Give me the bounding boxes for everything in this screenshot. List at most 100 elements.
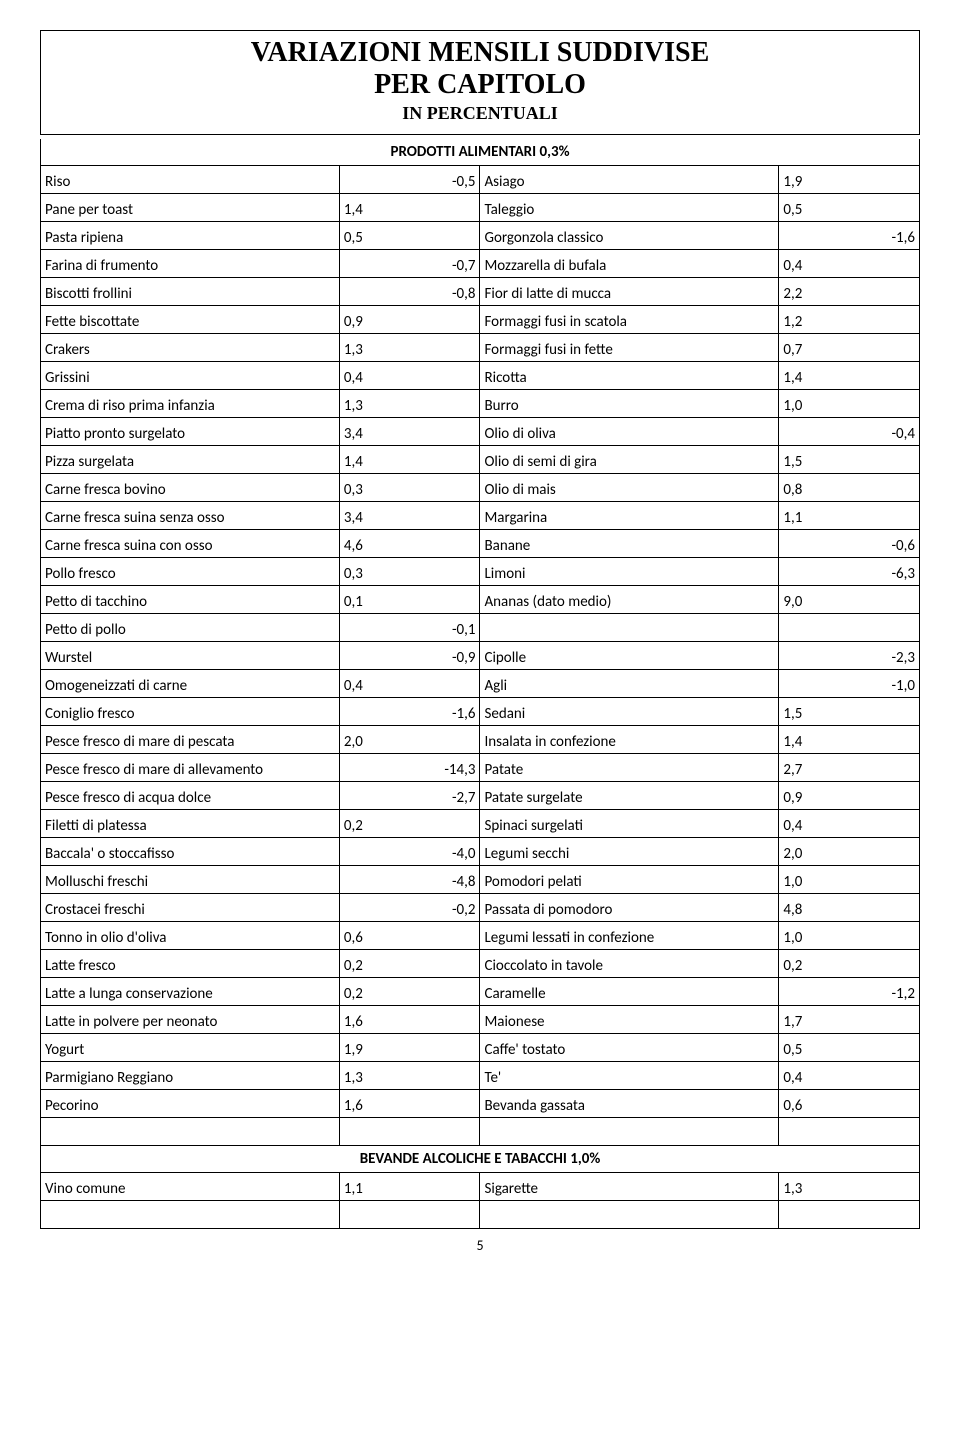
item-neg-left: -4,8 <box>410 866 480 894</box>
item-name-left: Pesce fresco di mare di allevamento <box>41 754 340 782</box>
item-pos-right: 0,5 <box>779 194 849 222</box>
item-neg-right <box>849 586 919 614</box>
spacer-table <box>40 1118 920 1146</box>
item-pos-right <box>779 614 849 642</box>
item-pos-right: 1,0 <box>779 866 849 894</box>
table-row: Pasta ripiena0,5Gorgonzola classico-1,6 <box>41 222 920 250</box>
item-neg-left: -2,7 <box>410 782 480 810</box>
item-neg-left: -0,9 <box>410 642 480 670</box>
item-pos-left: 3,4 <box>339 502 409 530</box>
item-name-left: Piatto pronto surgelato <box>41 418 340 446</box>
item-name-left: Pecorino <box>41 1090 340 1118</box>
item-name-left: Petto di pollo <box>41 614 340 642</box>
table-row: Crakers1,3Formaggi fusi in fette0,7 <box>41 334 920 362</box>
table-row: Filetti di platessa0,2Spinaci surgelati0… <box>41 810 920 838</box>
item-pos-left: 2,0 <box>339 726 409 754</box>
item-name-right: Formaggi fusi in scatola <box>480 306 779 334</box>
item-neg-left <box>410 950 480 978</box>
item-pos-left: 0,1 <box>339 586 409 614</box>
item-name-left: Carne fresca suina senza osso <box>41 502 340 530</box>
item-name-left: Coniglio fresco <box>41 698 340 726</box>
item-pos-right: 9,0 <box>779 586 849 614</box>
item-name-right: Sigarette <box>480 1173 779 1201</box>
item-name-left: Wurstel <box>41 642 340 670</box>
item-pos-left: 0,9 <box>339 306 409 334</box>
table-row: Fette biscottate0,9Formaggi fusi in scat… <box>41 306 920 334</box>
item-neg-left <box>410 390 480 418</box>
table-row: Riso-0,5Asiago1,9 <box>41 166 920 194</box>
table-row: Pizza surgelata1,4Olio di semi di gira1,… <box>41 446 920 474</box>
item-pos-right <box>779 530 849 558</box>
page-number: 5 <box>40 1237 920 1254</box>
item-pos-right: 0,8 <box>779 474 849 502</box>
item-neg-right <box>849 950 919 978</box>
item-neg-right <box>849 390 919 418</box>
item-neg-right <box>849 698 919 726</box>
item-name-right: Gorgonzola classico <box>480 222 779 250</box>
item-neg-right <box>849 362 919 390</box>
item-pos-left: 0,6 <box>339 922 409 950</box>
item-neg-right <box>849 838 919 866</box>
table-row: Carne fresca suina con osso4,6Banane-0,6 <box>41 530 920 558</box>
item-pos-left <box>339 754 409 782</box>
item-pos-right: 1,4 <box>779 362 849 390</box>
item-name-left: Crema di riso prima infanzia <box>41 390 340 418</box>
item-pos-right: 0,6 <box>779 1090 849 1118</box>
item-name-right: Passata di pomodoro <box>480 894 779 922</box>
item-pos-right: 2,7 <box>779 754 849 782</box>
item-neg-right: -6,3 <box>849 558 919 586</box>
item-neg-right <box>849 1034 919 1062</box>
item-name-left: Grissini <box>41 362 340 390</box>
item-name-left: Pane per toast <box>41 194 340 222</box>
item-neg-right <box>849 726 919 754</box>
item-neg-right <box>849 502 919 530</box>
item-name-right: Patate <box>480 754 779 782</box>
item-name-left: Crakers <box>41 334 340 362</box>
title-line2: PER CAPITOLO <box>51 69 909 101</box>
table-row: Crostacei freschi-0,2Passata di pomodoro… <box>41 894 920 922</box>
item-neg-right <box>849 866 919 894</box>
item-name-right: Cipolle <box>480 642 779 670</box>
item-pos-left: 0,4 <box>339 362 409 390</box>
item-pos-left <box>339 614 409 642</box>
item-neg-right <box>849 1173 919 1201</box>
item-pos-left: 0,2 <box>339 950 409 978</box>
item-pos-right: 1,0 <box>779 390 849 418</box>
table-row: Baccala' o stoccafisso-4,0Legumi secchi2… <box>41 838 920 866</box>
item-pos-left: 0,2 <box>339 810 409 838</box>
item-name-left: Riso <box>41 166 340 194</box>
item-pos-right <box>779 558 849 586</box>
item-name-left: Carne fresca suina con osso <box>41 530 340 558</box>
item-pos-left <box>339 166 409 194</box>
item-neg-left <box>410 586 480 614</box>
section2-header: BEVANDE ALCOLICHE E TABACCHI 1,0% <box>40 1146 920 1173</box>
spacer-table-2 <box>40 1201 920 1229</box>
item-neg-left: -4,0 <box>410 838 480 866</box>
item-neg-left <box>410 726 480 754</box>
item-pos-left: 1,3 <box>339 390 409 418</box>
table-row: Yogurt1,9Caffe' tostato0,5 <box>41 1034 920 1062</box>
title-line1: VARIAZIONI MENSILI SUDDIVISE <box>51 37 909 69</box>
item-name-right: Taleggio <box>480 194 779 222</box>
item-name-left: Carne fresca bovino <box>41 474 340 502</box>
item-name-left: Crostacei freschi <box>41 894 340 922</box>
title-line3: IN PERCENTUALI <box>51 103 909 124</box>
item-name-right: Ananas (dato medio) <box>480 586 779 614</box>
table-row: Farina di frumento-0,7Mozzarella di bufa… <box>41 250 920 278</box>
item-name-right: Limoni <box>480 558 779 586</box>
item-pos-right: 2,0 <box>779 838 849 866</box>
item-name-left: Omogeneizzati di carne <box>41 670 340 698</box>
item-pos-left <box>339 250 409 278</box>
item-pos-right: 1,9 <box>779 166 849 194</box>
item-pos-left: 0,3 <box>339 474 409 502</box>
item-name-right: Formaggi fusi in fette <box>480 334 779 362</box>
item-name-left: Parmigiano Reggiano <box>41 1062 340 1090</box>
item-neg-right: -1,2 <box>849 978 919 1006</box>
item-name-right: Olio di mais <box>480 474 779 502</box>
item-neg-left <box>410 474 480 502</box>
section1-table: Riso-0,5Asiago1,9Pane per toast 1,4 Talegg… <box>40 166 920 1118</box>
item-neg-left <box>410 810 480 838</box>
item-neg-right <box>849 166 919 194</box>
item-pos-right: 1,0 <box>779 922 849 950</box>
table-row: Petto di pollo-0,1 <box>41 614 920 642</box>
